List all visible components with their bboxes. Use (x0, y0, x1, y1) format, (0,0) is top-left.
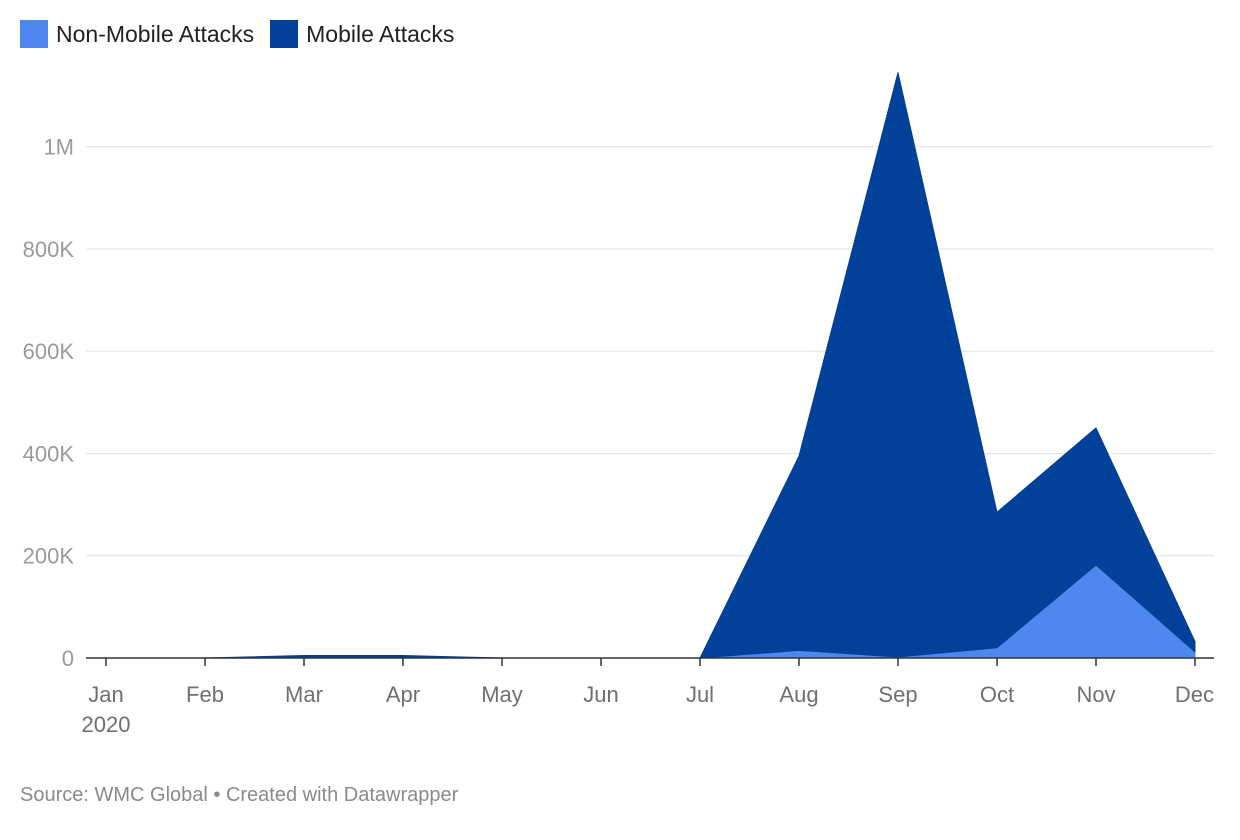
source-note: Source: WMC Global • Created with Datawr… (20, 784, 459, 806)
legend-item-non-mobile: Non-Mobile Attacks (20, 20, 254, 48)
x-year-label: 2020 (82, 712, 131, 737)
area-chart: 0 200K 400K 600K 800K 1M Jan Feb Mar Apr May Jun Ju… (23, 72, 1214, 737)
y-tick-label: 200K (23, 544, 75, 569)
area-series (105, 72, 1196, 659)
y-axis-ticks: 0 200K 400K 600K 800K 1M (23, 135, 75, 671)
x-tick-label: Oct (980, 682, 1014, 707)
legend-label-non-mobile: Non-Mobile Attacks (56, 20, 255, 47)
x-tick-label: Jan (88, 682, 123, 707)
x-tick-label: Nov (1076, 682, 1115, 707)
y-tick-label: 800K (23, 237, 75, 262)
x-tick-label: Jul (686, 682, 714, 707)
x-tick-label: May (481, 682, 523, 707)
x-tick-label: Aug (779, 682, 818, 707)
x-tick-label: Mar (285, 682, 323, 707)
x-axis-ticks: Jan Feb Mar Apr May Jun Jul Aug Sep Oct Nov Dec 2020 (82, 658, 1214, 737)
legend-label-mobile: Mobile Attacks (306, 20, 455, 47)
y-tick-label: 1M (43, 135, 74, 160)
area-mobile-attacks (105, 72, 1196, 659)
legend-item-mobile: Mobile Attacks (270, 20, 454, 48)
x-tick-label: Apr (386, 682, 420, 707)
x-tick-label: Dec (1175, 682, 1214, 707)
y-tick-label: 600K (23, 339, 75, 364)
y-tick-label: 0 (62, 646, 74, 671)
x-tick-label: Jun (583, 682, 618, 707)
y-tick-label: 400K (23, 441, 75, 466)
legend-swatch-non-mobile (20, 20, 48, 48)
legend-swatch-mobile (270, 20, 299, 48)
x-tick-label: Feb (186, 682, 224, 707)
x-tick-label: Sep (878, 682, 917, 707)
legend: Non-Mobile Attacks Mobile Attacks (20, 20, 470, 48)
